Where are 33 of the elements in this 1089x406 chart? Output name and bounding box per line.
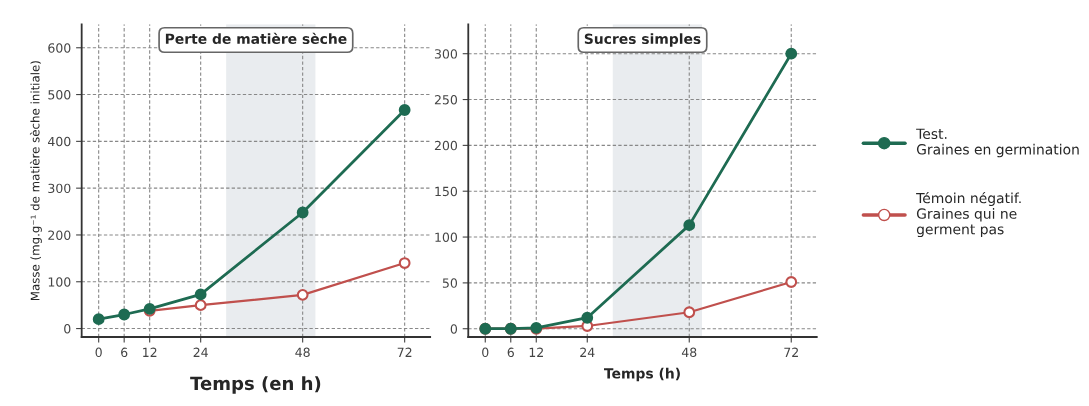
text: Perte de matière sèche: [165, 32, 347, 45]
x-tick-label: 6: [507, 347, 514, 358]
y-tick-label: 300: [434, 49, 458, 59]
y-tick-label: 300: [48, 183, 71, 194]
x-tick-label: 48: [295, 347, 310, 358]
text: Sucres simples: [584, 33, 701, 47]
y-tick-label: 500: [48, 90, 71, 100]
y-tick-label: 150: [435, 186, 458, 197]
x-tick-label: 0: [482, 347, 489, 358]
x-tick-label: 72: [397, 347, 412, 357]
x-axis-title: Temps (h): [604, 367, 680, 382]
y-tick-label: 250: [434, 95, 458, 105]
x-tick-label: 24: [580, 347, 595, 357]
legend-label: Test. Graines en germination: [916, 128, 1079, 158]
x-tick-label: 6: [121, 347, 128, 358]
y-tick-label: 200: [434, 140, 458, 151]
x-tick-label: 12: [143, 347, 157, 357]
x-tick-label: 12: [529, 347, 543, 357]
y-axis-title: Masse (mg.g⁻¹ de matière sèche initiale): [29, 61, 42, 301]
x-tick-label: 0: [95, 347, 102, 358]
x-axis-title: Temps (en h): [190, 376, 321, 394]
y-tick-label: 0: [450, 324, 458, 334]
y-tick-label: 200: [48, 230, 71, 240]
y-tick-label: 0: [64, 324, 71, 334]
y-tick-label: 100: [435, 232, 458, 242]
x-tick-label: 48: [681, 347, 697, 358]
x-tick-label: 72: [784, 347, 798, 357]
y-tick-label: 400: [48, 136, 71, 147]
y-tick-label: 100: [48, 277, 71, 287]
x-tick-label: 24: [193, 347, 208, 357]
y-tick-label: 50: [442, 278, 458, 288]
y-tick-label: 600: [48, 43, 71, 53]
legend-label: Témoin négatif. Graines qui ne germent pas: [916, 192, 1021, 238]
